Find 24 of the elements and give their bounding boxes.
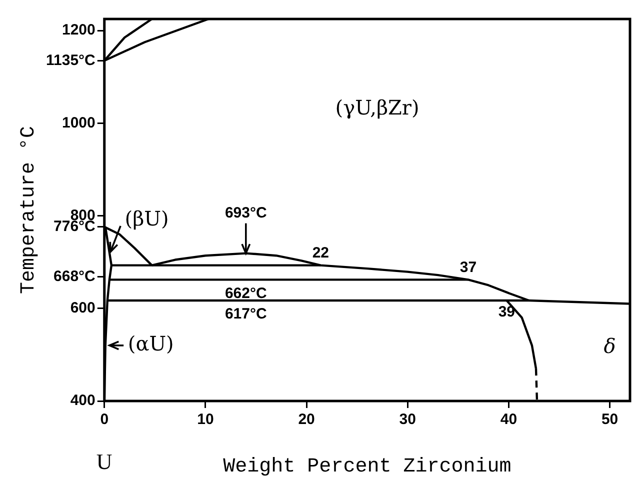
x-tick-label: 20 xyxy=(298,411,315,428)
y-tick-label: 1135°C xyxy=(46,52,96,69)
annotation: δ xyxy=(604,334,616,358)
y-tick-label: 400 xyxy=(70,392,96,410)
annotation: (γU,βZr) xyxy=(335,95,420,120)
x-tick-label: 30 xyxy=(399,411,416,428)
annotation: (βU) xyxy=(124,206,169,231)
annotation: 37 xyxy=(460,258,477,276)
x-tick-label: 0 xyxy=(100,411,109,428)
y-tick-label: 1000 xyxy=(62,114,96,132)
annotation: (αU) xyxy=(128,332,174,356)
annotation: 693°C xyxy=(224,204,267,222)
y-axis-title: Temperature °C xyxy=(17,126,40,294)
annotation: 22 xyxy=(312,244,330,262)
annotation: 662°C xyxy=(224,284,267,302)
x-axis-title: Weight Percent Zirconium xyxy=(223,455,512,478)
y-tick-label: 600 xyxy=(70,300,96,317)
text: U xyxy=(96,448,112,474)
x-tick-label: 40 xyxy=(500,411,518,428)
annotation: 617°C xyxy=(224,306,267,323)
x-tick-label: 50 xyxy=(601,411,618,428)
y-tick-label: 1200 xyxy=(62,22,96,39)
y-tick-label: 668°C xyxy=(54,268,96,286)
x-tick-label: 10 xyxy=(197,411,214,428)
